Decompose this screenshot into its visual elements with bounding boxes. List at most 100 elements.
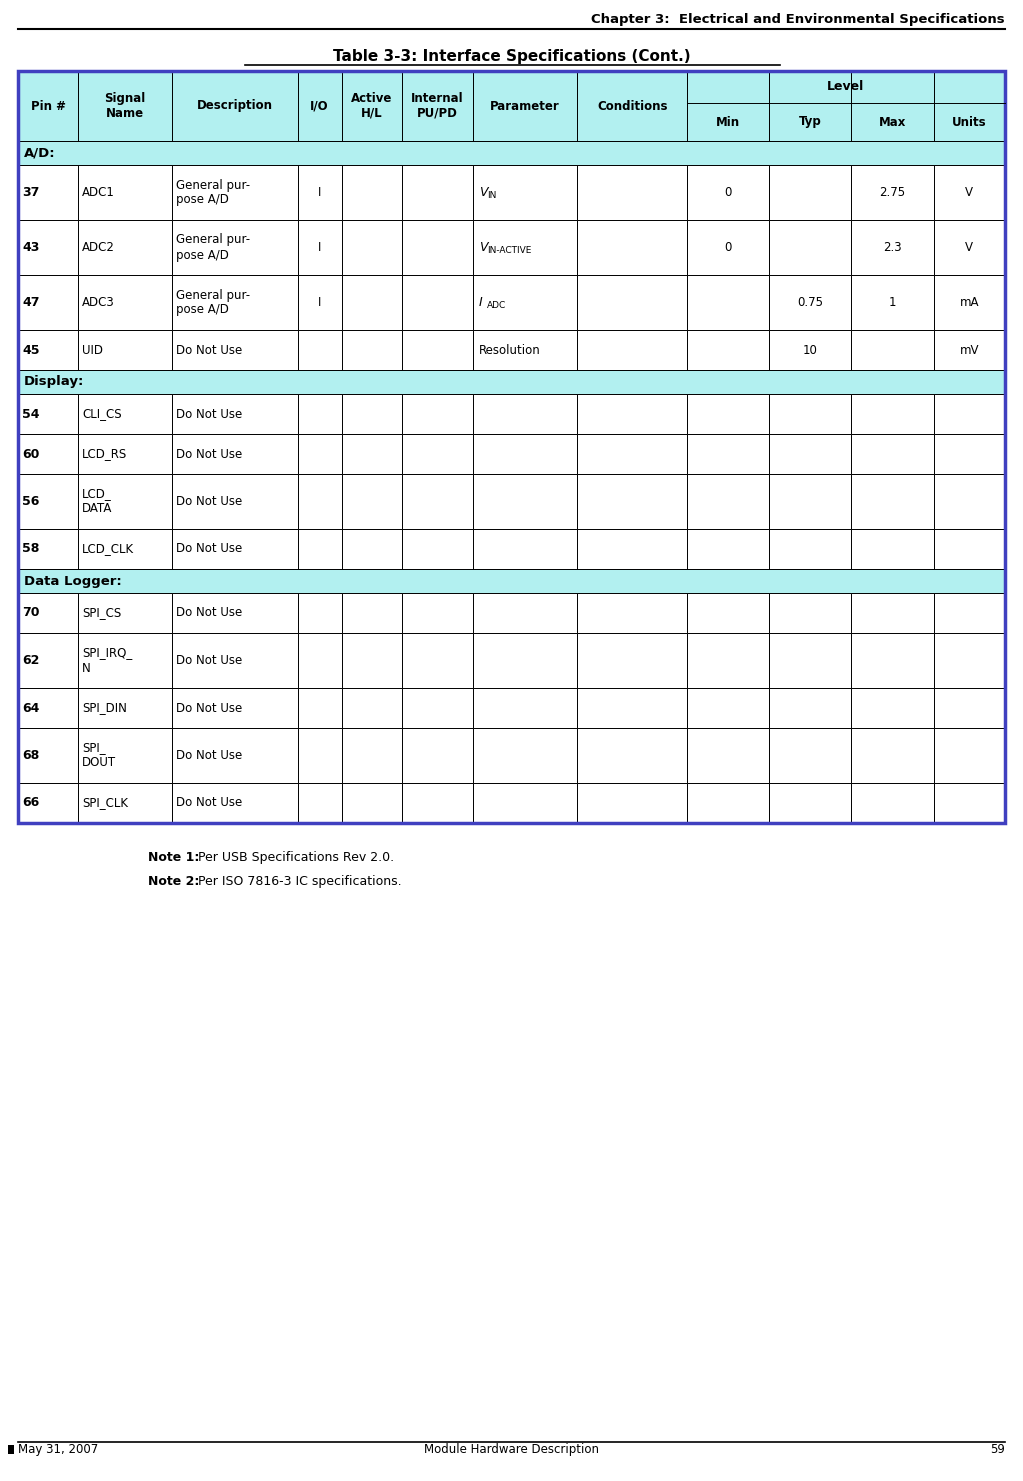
Bar (402, 783, 473, 823)
Text: 0: 0 (724, 241, 731, 255)
Text: LCD_CLK: LCD_CLK (82, 542, 134, 555)
Bar (473, 729, 577, 783)
Bar (79, 689, 172, 729)
Bar (79, 632, 172, 689)
Bar (18, 275, 79, 330)
Bar (934, 632, 1005, 689)
Bar (298, 275, 342, 330)
Bar (577, 275, 687, 330)
Text: IN: IN (487, 191, 496, 200)
Text: Active
H/L: Active H/L (351, 92, 393, 120)
Bar (687, 275, 769, 330)
Bar (769, 529, 851, 569)
Bar (687, 783, 769, 823)
Bar (934, 689, 1005, 729)
Text: UID: UID (82, 344, 103, 357)
Bar (402, 330, 473, 370)
Bar (402, 275, 473, 330)
Bar (18, 783, 79, 823)
Bar (687, 330, 769, 370)
Bar (342, 783, 402, 823)
Bar (79, 592, 172, 632)
Text: Signal
Name: Signal Name (104, 92, 145, 120)
Text: Module Hardware Description: Module Hardware Description (425, 1442, 599, 1456)
Bar (473, 71, 577, 141)
Bar (577, 221, 687, 275)
Bar (769, 164, 851, 221)
Bar (934, 330, 1005, 370)
Bar (298, 529, 342, 569)
Text: General pur-
pose A/D: General pur- pose A/D (176, 179, 250, 206)
Bar (851, 221, 934, 275)
Text: V: V (479, 187, 488, 198)
Bar (172, 221, 298, 275)
Bar (402, 164, 473, 221)
Text: V: V (479, 241, 488, 255)
Bar (473, 632, 577, 689)
Bar (79, 729, 172, 783)
Bar (851, 474, 934, 529)
Bar (687, 632, 769, 689)
Text: V: V (966, 187, 973, 198)
Bar (934, 474, 1005, 529)
Bar (298, 394, 342, 434)
Text: ADC2: ADC2 (82, 241, 116, 255)
Bar (769, 330, 851, 370)
Bar (298, 689, 342, 729)
Text: 58: 58 (23, 542, 39, 555)
Text: Pin #: Pin # (31, 99, 65, 113)
Bar (473, 330, 577, 370)
Bar (342, 474, 402, 529)
Bar (342, 529, 402, 569)
Bar (342, 164, 402, 221)
Bar (172, 529, 298, 569)
Bar (769, 221, 851, 275)
Bar (79, 529, 172, 569)
Text: Do Not Use: Do Not Use (176, 702, 241, 714)
Text: Do Not Use: Do Not Use (176, 447, 241, 461)
Bar (342, 729, 402, 783)
Text: May 31, 2007: May 31, 2007 (18, 1442, 98, 1456)
Bar (851, 689, 934, 729)
Text: Do Not Use: Do Not Use (176, 655, 241, 666)
Bar (851, 71, 934, 141)
Text: General pur-
pose A/D: General pur- pose A/D (176, 289, 250, 317)
Bar (577, 729, 687, 783)
Bar (172, 689, 298, 729)
Bar (577, 592, 687, 632)
Text: 56: 56 (23, 495, 39, 508)
Bar (851, 330, 934, 370)
Bar (769, 592, 851, 632)
Text: I/O: I/O (310, 99, 329, 113)
Bar (402, 71, 473, 141)
Bar (79, 71, 172, 141)
Bar (577, 529, 687, 569)
Bar (172, 729, 298, 783)
Text: ADC: ADC (487, 301, 506, 310)
Bar (934, 164, 1005, 221)
Bar (18, 689, 79, 729)
Bar (18, 370, 1005, 394)
Text: 70: 70 (23, 607, 40, 619)
Bar (402, 632, 473, 689)
Bar (851, 434, 934, 474)
Bar (577, 632, 687, 689)
Bar (298, 632, 342, 689)
Bar (577, 434, 687, 474)
Bar (342, 689, 402, 729)
Text: Table 3-3: Interface Specifications (Cont.): Table 3-3: Interface Specifications (Con… (333, 49, 691, 64)
Bar (577, 474, 687, 529)
Text: 1: 1 (889, 296, 896, 310)
Bar (687, 71, 769, 141)
Bar (298, 474, 342, 529)
Bar (577, 783, 687, 823)
Bar (473, 529, 577, 569)
Bar (298, 729, 342, 783)
Bar (851, 632, 934, 689)
Bar (298, 434, 342, 474)
Text: General pur-
pose A/D: General pur- pose A/D (176, 234, 250, 262)
Text: 54: 54 (23, 407, 40, 421)
Text: Max: Max (879, 116, 906, 129)
Text: SPI_CLK: SPI_CLK (82, 797, 128, 810)
Text: 37: 37 (23, 187, 39, 198)
